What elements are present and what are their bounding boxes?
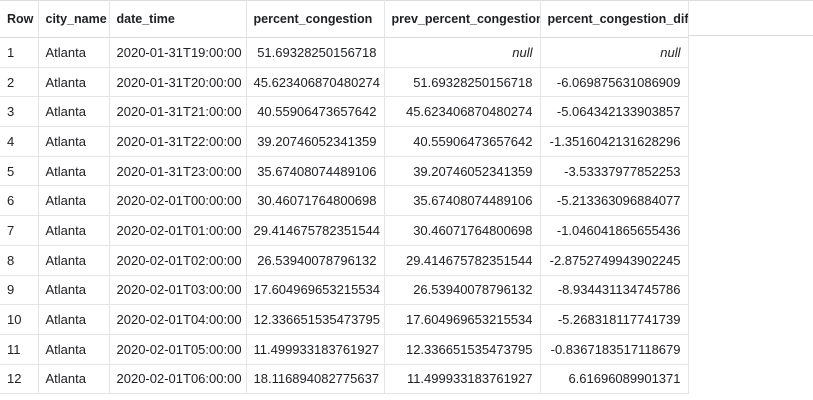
cell-date-time: 2020-02-01T01:00:00 — [109, 215, 247, 246]
cell-date-time: 2020-01-31T21:00:00 — [109, 96, 247, 128]
cell-row: 5 — [0, 156, 39, 187]
cell-percent-congestion: 26.53940078796132 — [246, 245, 385, 276]
cell-prev-percent-congestion: 26.53940078796132 — [384, 275, 541, 306]
cell-row: 1 — [0, 37, 39, 68]
cell-row: 8 — [0, 245, 39, 276]
table-row[interactable]: 5 Atlanta 2020-01-31T23:00:00 35.6740807448… — [0, 156, 689, 187]
cell-percent-congestion: 45.623406870480274 — [246, 67, 385, 98]
cell-prev-percent-congestion: 17.604969653215534 — [384, 304, 541, 335]
cell-percent-congestion-diff: -5.213363096884077 — [540, 185, 689, 217]
column-header-prev-percent-congestion[interactable]: prev_percent_congestion — [384, 0, 541, 38]
table-row[interactable]: 12 Atlanta 2020-02-01T06:00:00 18.116894082… — [0, 364, 689, 395]
cell-percent-congestion-diff: -5.064342133903857 — [540, 96, 689, 128]
cell-date-time: 2020-02-01T02:00:00 — [109, 245, 247, 276]
cell-percent-congestion: 51.69328250156718 — [246, 37, 385, 68]
cell-city-name: Atlanta — [38, 275, 110, 306]
cell-city-name: Atlanta — [38, 156, 110, 187]
cell-date-time: 2020-01-31T23:00:00 — [109, 156, 247, 187]
cell-percent-congestion: 18.116894082775637 — [246, 364, 385, 395]
cell-percent-congestion-diff: 6.61696089901371 — [540, 364, 689, 395]
cell-row: 4 — [0, 126, 39, 157]
cell-prev-percent-congestion: null — [384, 37, 541, 68]
column-header-percent-congestion[interactable]: percent_congestion — [246, 0, 385, 38]
cell-row: 3 — [0, 96, 39, 128]
cell-prev-percent-congestion: 40.55906473657642 — [384, 126, 541, 157]
cell-percent-congestion-diff: -5.268318117741739 — [540, 304, 689, 335]
cell-percent-congestion: 11.499933183761927 — [246, 334, 385, 365]
cell-prev-percent-congestion: 11.499933183761927 — [384, 364, 541, 395]
column-header-percent-congestion-diff[interactable]: percent_congestion_diff — [540, 0, 689, 38]
column-header-date-time[interactable]: date_time — [109, 0, 247, 38]
column-header-row[interactable]: Row — [0, 0, 39, 38]
column-header-city-name[interactable]: city_name — [38, 0, 110, 38]
cell-percent-congestion-diff: -2.8752749943902245 — [540, 245, 689, 276]
cell-row: 12 — [0, 364, 39, 395]
cell-percent-congestion: 30.46071764800698 — [246, 185, 385, 217]
cell-city-name: Atlanta — [38, 37, 110, 68]
cell-date-time: 2020-01-31T22:00:00 — [109, 126, 247, 157]
table-row[interactable]: 4 Atlanta 2020-01-31T22:00:00 39.2074605234… — [0, 126, 689, 157]
table-row[interactable]: 7 Atlanta 2020-02-01T01:00:00 29.4146757823… — [0, 215, 689, 246]
results-table: Row city_name date_time percent_congesti… — [0, 0, 689, 395]
header-extension — [688, 0, 813, 36]
cell-row: 11 — [0, 334, 39, 365]
cell-row: 10 — [0, 304, 39, 335]
table-row[interactable]: 1 Atlanta 2020-01-31T19:00:00 51.6932825015… — [0, 37, 689, 68]
cell-row: 9 — [0, 275, 39, 306]
table-row[interactable]: 6 Atlanta 2020-02-01T00:00:00 30.4607176480… — [0, 185, 689, 217]
cell-city-name: Atlanta — [38, 215, 110, 246]
cell-row: 2 — [0, 67, 39, 98]
cell-prev-percent-congestion: 51.69328250156718 — [384, 67, 541, 98]
table-row[interactable]: 10 Atlanta 2020-02-01T04:00:00 12.336651535… — [0, 304, 689, 335]
cell-percent-congestion-diff: -1.3516042131628296 — [540, 126, 689, 157]
cell-percent-congestion-diff: -6.069875631086909 — [540, 67, 689, 98]
table-row[interactable]: 9 Atlanta 2020-02-01T03:00:00 17.6049696532… — [0, 275, 689, 306]
cell-date-time: 2020-02-01T03:00:00 — [109, 275, 247, 306]
cell-percent-congestion: 40.55906473657642 — [246, 96, 385, 128]
table-row[interactable]: 3 Atlanta 2020-01-31T21:00:00 40.5590647365… — [0, 96, 689, 128]
cell-date-time: 2020-02-01T00:00:00 — [109, 185, 247, 217]
cell-percent-congestion-diff: -1.046041865655436 — [540, 215, 689, 246]
cell-percent-congestion: 35.67408074489106 — [246, 156, 385, 187]
cell-row: 6 — [0, 185, 39, 217]
cell-row: 7 — [0, 215, 39, 246]
cell-city-name: Atlanta — [38, 304, 110, 335]
cell-percent-congestion: 17.604969653215534 — [246, 275, 385, 306]
cell-prev-percent-congestion: 30.46071764800698 — [384, 215, 541, 246]
cell-percent-congestion-diff: -0.8367183517118679 — [540, 334, 689, 365]
cell-date-time: 2020-01-31T20:00:00 — [109, 67, 247, 98]
table-row[interactable]: 8 Atlanta 2020-02-01T02:00:00 26.5394007879… — [0, 245, 689, 276]
cell-date-time: 2020-02-01T05:00:00 — [109, 334, 247, 365]
cell-date-time: 2020-02-01T04:00:00 — [109, 304, 247, 335]
header-row: Row city_name date_time percent_congesti… — [0, 0, 689, 38]
cell-date-time: 2020-02-01T06:00:00 — [109, 364, 247, 395]
cell-city-name: Atlanta — [38, 364, 110, 395]
cell-percent-congestion: 12.336651535473795 — [246, 304, 385, 335]
cell-prev-percent-congestion: 39.20746052341359 — [384, 156, 541, 187]
cell-city-name: Atlanta — [38, 185, 110, 217]
cell-city-name: Atlanta — [38, 126, 110, 157]
cell-prev-percent-congestion: 29.414675782351544 — [384, 245, 541, 276]
cell-prev-percent-congestion: 12.336651535473795 — [384, 334, 541, 365]
cell-percent-congestion-diff: -8.934431134745786 — [540, 275, 689, 306]
cell-percent-congestion-diff: null — [540, 37, 689, 68]
cell-percent-congestion: 39.20746052341359 — [246, 126, 385, 157]
cell-percent-congestion-diff: -3.53337977852253 — [540, 156, 689, 187]
cell-city-name: Atlanta — [38, 245, 110, 276]
cell-city-name: Atlanta — [38, 334, 110, 365]
cell-city-name: Atlanta — [38, 67, 110, 98]
results-body: 1 Atlanta 2020-01-31T19:00:00 51.6932825015… — [0, 37, 689, 395]
table-row[interactable]: 11 Atlanta 2020-02-01T05:00:00 11.499933183… — [0, 334, 689, 365]
cell-prev-percent-congestion: 35.67408074489106 — [384, 185, 541, 217]
cell-prev-percent-congestion: 45.623406870480274 — [384, 96, 541, 128]
cell-date-time: 2020-01-31T19:00:00 — [109, 37, 247, 68]
cell-percent-congestion: 29.414675782351544 — [246, 215, 385, 246]
table-row[interactable]: 2 Atlanta 2020-01-31T20:00:00 45.6234068704… — [0, 67, 689, 98]
cell-city-name: Atlanta — [38, 96, 110, 128]
